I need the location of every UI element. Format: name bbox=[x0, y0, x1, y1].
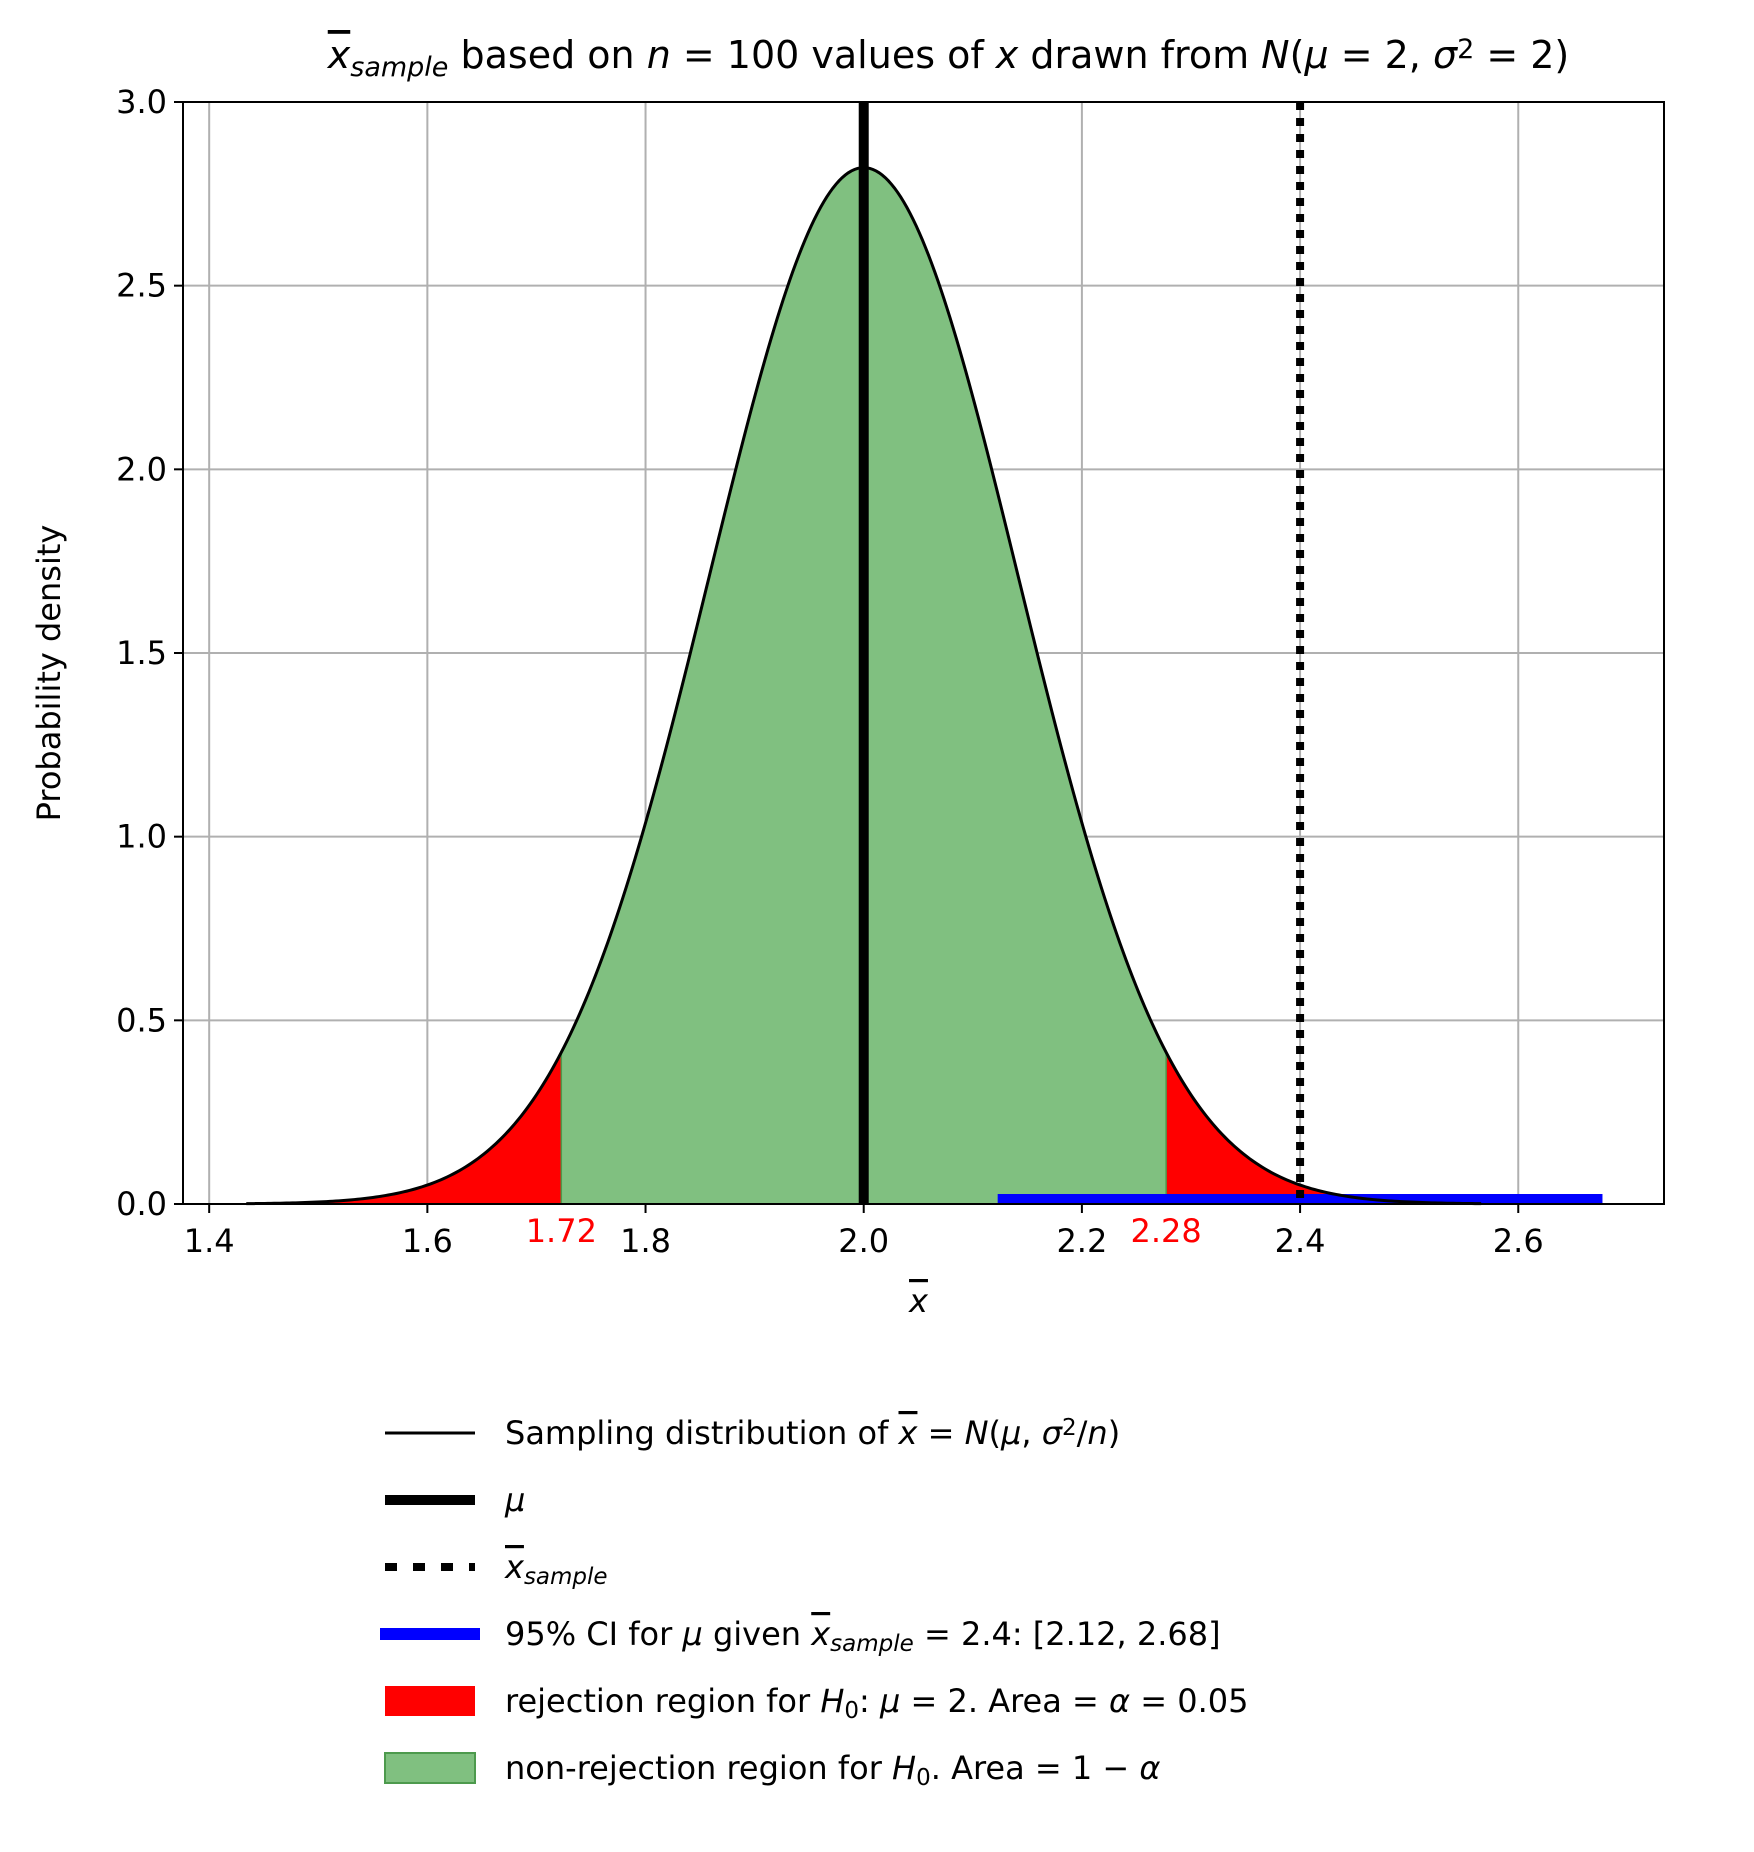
x-tick-label: 1.6 bbox=[402, 1222, 453, 1260]
x-tick-label: 1.4 bbox=[184, 1222, 235, 1260]
legend-item-curve: Sampling distribution of x = N(μ, σ2/n) bbox=[385, 1414, 1120, 1452]
chart-text: 1.4 1.6 1.8 2.0 2.2 2.4 2.6 0.0 0.5 1.0 1.5 2.0 2.5 3… bbox=[30, 33, 1569, 1320]
x-tick-label: 2.0 bbox=[838, 1222, 889, 1260]
x-tick-label: 1.8 bbox=[620, 1222, 671, 1260]
critical-value-label: 2.28 bbox=[1130, 1212, 1201, 1250]
legend-item-ci: 95% CI for μ given xsample = 2.4: [2.12,… bbox=[380, 1615, 1221, 1657]
legend-label: Sampling distribution of x = N(μ, σ2/n) bbox=[505, 1414, 1120, 1452]
legend-label: rejection region for H0: μ = 2. Area = α… bbox=[505, 1682, 1249, 1724]
legend-swatch-non-rejection bbox=[384, 1752, 476, 1784]
legend-item-rejection: rejection region for H0: μ = 2. Area = α… bbox=[385, 1682, 1249, 1724]
y-tick-label: 1.5 bbox=[116, 634, 167, 672]
legend-label: 95% CI for μ given xsample = 2.4: [2.12,… bbox=[505, 1615, 1221, 1657]
y-tick-label: 1.0 bbox=[116, 818, 167, 856]
y-tick-label: 2.5 bbox=[116, 267, 167, 305]
legend-item-xsample: xsample bbox=[385, 1548, 608, 1590]
legend-label: xsample bbox=[504, 1548, 608, 1590]
legend-item-mu: μ bbox=[385, 1481, 525, 1519]
x-axis-label: x bbox=[908, 1282, 929, 1320]
y-tick-label: 0.5 bbox=[116, 1001, 167, 1039]
y-tick-label: 2.0 bbox=[116, 450, 167, 488]
y-tick-label: 3.0 bbox=[116, 83, 167, 121]
x-tick-label: 2.2 bbox=[1056, 1222, 1107, 1260]
y-tick-label: 0.0 bbox=[116, 1185, 167, 1223]
legend-swatch-rejection bbox=[385, 1686, 475, 1716]
legend: Sampling distribution of x = N(μ, σ2/n) μ… bbox=[380, 1414, 1249, 1791]
legend-label: μ bbox=[504, 1481, 525, 1519]
x-tick-label: 2.4 bbox=[1275, 1222, 1326, 1260]
critical-value-label: 1.72 bbox=[526, 1212, 597, 1250]
chart-title: xsample based on n = 100 values of x dra… bbox=[327, 33, 1570, 83]
legend-label: non-rejection region for H0. Area = 1 − … bbox=[505, 1749, 1160, 1791]
x-tick-label: 2.6 bbox=[1493, 1222, 1544, 1260]
rejection-region-right bbox=[1166, 1052, 1482, 1204]
legend-item-non_rejection: non-rejection region for H0. Area = 1 − … bbox=[384, 1749, 1160, 1791]
chart-lines bbox=[246, 102, 1603, 1206]
y-axis-label: Probability density bbox=[30, 525, 68, 822]
rejection-region-left bbox=[246, 1052, 562, 1204]
axes bbox=[174, 101, 1665, 1213]
